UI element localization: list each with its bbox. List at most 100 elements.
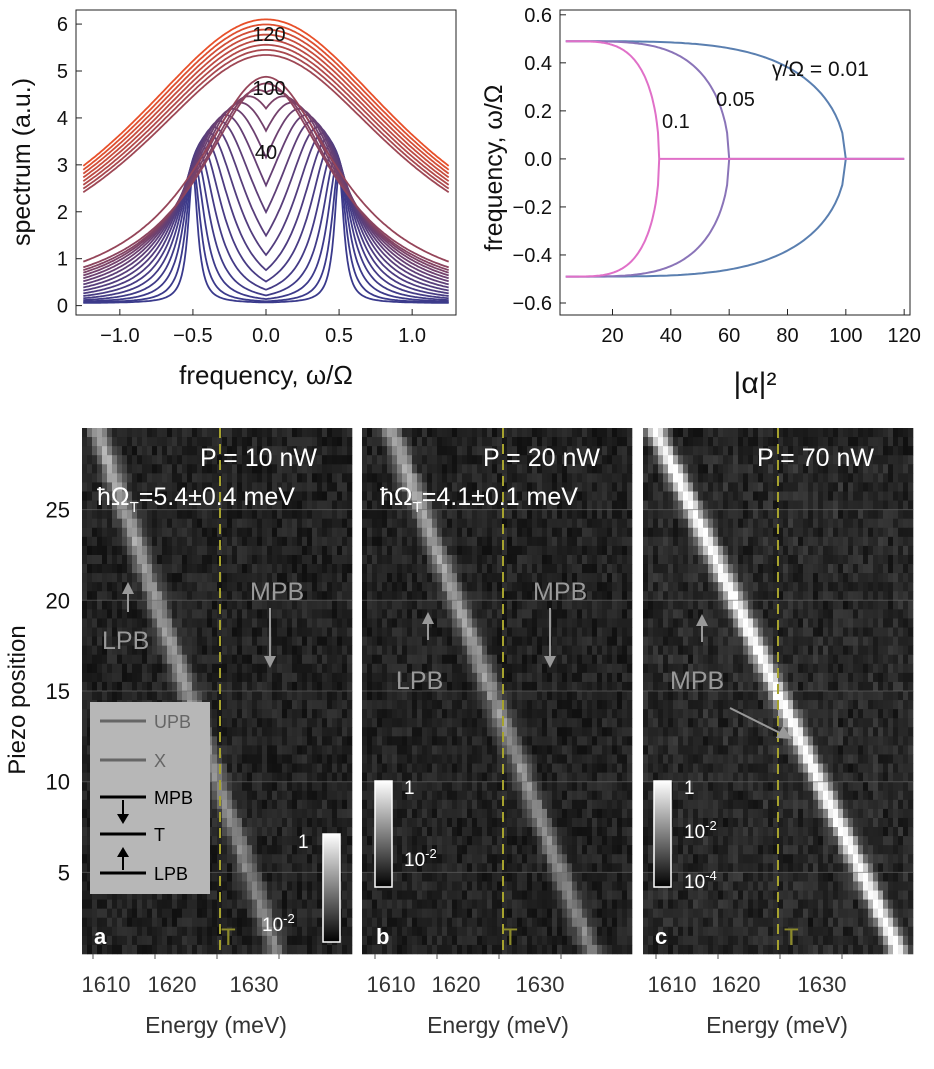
heatmap-cell [407,618,412,627]
heatmap-cell [462,528,467,537]
frequency-xtick-label: 100 [829,325,862,347]
heatmap-cell [212,854,217,863]
heatmap-cell [307,555,312,564]
heatmap-cell [82,709,87,718]
heatmap-cell [522,673,527,682]
heatmap-cell [87,528,92,537]
heatmap-cell [487,673,492,682]
heatmap-cell [572,655,577,664]
heatmap-cell [472,682,477,691]
heatmap-cell [442,473,447,482]
heatmap-cell [187,900,192,909]
heatmap-cell [292,646,297,655]
heatmap-cell [172,682,177,691]
heatmap-cell [377,537,382,546]
heatmap-cell [142,573,147,582]
heatmap-cell [452,582,457,591]
heatmap-cell [257,827,262,836]
heatmap-cell [477,582,482,591]
heatmap-cell [127,918,132,927]
heatmap-cell [207,582,212,591]
heatmap-cell [177,564,182,573]
heatmap-cell [187,437,192,446]
heatmap-cell [147,528,152,537]
heatmap-cell [152,510,157,519]
heatmap-cell [242,845,247,854]
heatmap-cell [382,428,387,437]
heatmap-cell [492,700,497,709]
heatmap-cell [272,510,277,519]
heatmap-cell [297,745,302,754]
heatmap-cell [472,691,477,700]
heatmap-cell [347,700,352,709]
heatmap-cell [82,618,87,627]
heatmap-cell [257,673,262,682]
heatmap-cell [177,464,182,473]
heatmap-cell [162,546,167,555]
heatmap-cell [602,682,607,691]
heatmap-cell [512,573,517,582]
heatmap-cell [262,773,267,782]
heatmap-cell [317,609,322,618]
heatmap-cell [492,709,497,718]
heatmap-cell [617,464,622,473]
heatmap-cell [147,927,152,936]
heatmap-cell [477,455,482,464]
heatmap-cell [397,618,402,627]
heatmap-cell [122,428,127,437]
heatmap-cell [272,773,277,782]
heatmap-cell [552,691,557,700]
heatmap-cell [457,609,462,618]
heatmap-cell [307,936,312,945]
heatmap-cell [282,519,287,528]
heatmap-cell [292,872,297,881]
heatmap-cell [242,673,247,682]
heatmap-cell [487,637,492,646]
heatmap-cell [527,600,532,609]
heatmap-cell [287,936,292,945]
heatmap-cell [327,446,332,455]
heatmap-cell [162,582,167,591]
heatmap-cell [277,473,282,482]
heatmap-cell [307,646,312,655]
heatmap-cell [562,546,567,555]
heatmap-cell [517,510,522,519]
heatmap-cell [282,872,287,881]
heatmap-cell [237,800,242,809]
heatmap-cell [582,501,587,510]
heatmap-cell [122,691,127,700]
heatmap-cell [307,900,312,909]
heatmap-cell [522,664,527,673]
heatmap-cell [262,945,267,954]
heatmap-cell [607,691,612,700]
heatmap-cell [307,664,312,673]
heatmap-cell [137,537,142,546]
heatmap-cell [87,491,92,500]
heatmap-cell [507,682,512,691]
heatmap-cell [102,555,107,564]
heatmap-cell [222,546,227,555]
heatmap-cell [627,673,632,682]
heatmap-cell [387,473,392,482]
heatmap-cell [337,655,342,664]
heatmap-cell [612,618,617,627]
heatmap-cell [367,564,372,573]
heatmap-cell [392,446,397,455]
heatmap-cell [332,646,337,655]
heatmap-cell [362,564,367,573]
heatmap-cell [222,700,227,709]
heatmap-cell [337,528,342,537]
heatmap-cell [577,628,582,637]
heatmap-cell [612,691,617,700]
heatmap-cell [517,709,522,718]
heatmap-cell [462,582,467,591]
heatmap-cell [592,591,597,600]
heatmap-cell [312,945,317,954]
heatmap-cell [417,464,422,473]
heatmap-cell [112,519,117,528]
heatmap-cell [497,555,502,564]
heatmap-cell [342,682,347,691]
heatmap-cell [627,646,632,655]
heatmap-cell [222,845,227,854]
heatmap-cell [592,655,597,664]
